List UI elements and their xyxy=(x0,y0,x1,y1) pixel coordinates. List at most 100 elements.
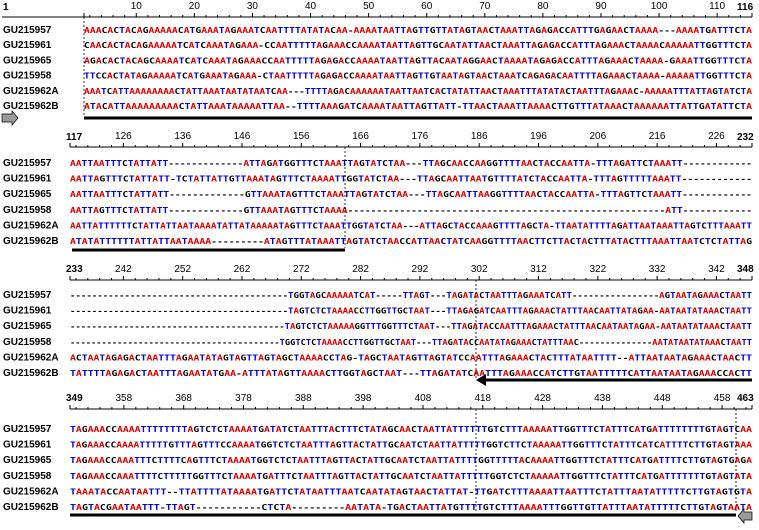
sequence-text: TAGTACGAA TAA TTT -TT AGT----------- CTCTA---… xyxy=(70,503,752,512)
ruler-tick-label: 428 xyxy=(534,393,551,404)
block-1-tick-labels: 10 20 30 40 50 60 70 80 90 100 110 xyxy=(83,1,753,17)
sequence-label: GU215962A xyxy=(3,352,59,363)
block-4-end-number: 463 xyxy=(737,393,754,404)
block-4-tick-labels: 358 368 378 388 398 408 418 428 438 448 458 xyxy=(69,393,753,409)
sequence-label: GU215958 xyxy=(3,205,52,216)
ruler-tick-label: 100 xyxy=(651,1,668,12)
sequence-text: ATATATTTTTT ATT ATT AA TAAAA --------- ATAGTTT… xyxy=(70,237,752,246)
ruler-tick-label: 146 xyxy=(234,131,251,142)
ruler-tick-label: 312 xyxy=(530,264,547,275)
ruler-tick-label: 252 xyxy=(174,264,191,275)
block-2-tick-labels: 126 136 146 156 166 176 186 196 206 216 226 xyxy=(69,131,753,147)
sequence-text: ----------------------------------------… xyxy=(70,291,752,300)
sequence-text: ----------------------------------------… xyxy=(70,322,752,331)
alignment-block-3: 233 348 242 252 262 272 282 292 302 312 322 332 34… xyxy=(3,264,754,386)
ruler-tick-label: 388 xyxy=(295,393,312,404)
sequence-label: GU215962B xyxy=(3,368,59,379)
block-3-tick-labels: 242 252 262 272 282 292 302 312 322 332 342 xyxy=(69,264,753,280)
ruler-tick-label: 438 xyxy=(594,393,611,404)
sequence-text: ACTAA TAGAGACTAA TTT AGAA TATAGTAGTT AGTAGCTA… xyxy=(70,353,752,362)
sequence-label: GU215958 xyxy=(3,71,52,82)
sequence-label: GU215961 xyxy=(3,40,52,51)
block-3-start-number: 233 xyxy=(66,264,83,275)
sequence-text: TAGAAA CC AAA TTTT CTTTTT GG TTT CTAAAA TGATTT CT… xyxy=(70,472,752,481)
block-2-start-number: 117 xyxy=(66,132,83,143)
sequence-label: GU215957 xyxy=(3,25,52,36)
block-1-end-number: 116 xyxy=(737,2,754,13)
sequence-label: GU215965 xyxy=(3,189,52,200)
ruler-tick-label: 110 xyxy=(709,1,725,12)
block-4-start-number: 349 xyxy=(66,393,83,404)
sequence-label: GU215962B xyxy=(3,236,59,247)
block-4-rows: GU215957 TAGAAA CC AAAA TTTTTTTT AGTCTCTAAAA T… xyxy=(3,424,752,513)
ruler-tick-label: 342 xyxy=(708,264,725,275)
right-arrow-icon xyxy=(1,110,19,126)
sequence-label: GU215962A xyxy=(3,220,59,231)
alignment-block-1: 1 116 10 20 30 40 50 60 70 80 90 100 110 GU215957 A… xyxy=(1,1,754,126)
ruler-tick-label: 166 xyxy=(352,131,369,142)
ruler-tick-label: 262 xyxy=(234,264,251,275)
ruler-tick-label: 332 xyxy=(649,264,666,275)
sequence-text: TAGAAA CC AAAA TTTTTTTT AGTCTCTAAAA TGATATCTA… xyxy=(70,425,752,434)
sequence-text: TAGAAA CC AAA TTT CTTTT CAGTTT CTAAAA TGG TCTCTA… xyxy=(70,456,752,465)
sequence-label: GU215957 xyxy=(3,290,52,301)
left-arrow-icon xyxy=(737,508,753,524)
ruler-tick-label: 378 xyxy=(235,393,252,404)
sequence-label: GU215965 xyxy=(3,55,52,66)
ruler-tick-label: 448 xyxy=(654,393,671,404)
sequence-text: CAA CACTACAGAAAAA TCATCAAA TAGAAA -CC AA TTTTT… xyxy=(84,41,752,50)
sequence-text: TATTTT AGAGACTAA TTT AGAA TATGAA -ATTT ATAGTT A… xyxy=(70,369,752,378)
sequence-label: GU215957 xyxy=(3,424,52,435)
sequence-text: AA TT ATTTTTT CTATT ATT AA TAAAA TATT ATAAAAA TAG… xyxy=(70,221,752,230)
alignment-block-2: 117 232 126 136 146 156 166 176 186 196 206 216 22… xyxy=(3,131,754,252)
block-1-start-number: 1 xyxy=(3,2,9,13)
sequence-text: ----------------------------------------… xyxy=(70,338,752,347)
sequence-label: GU215965 xyxy=(3,455,52,466)
ruler-tick-label: 322 xyxy=(589,264,606,275)
ruler-tick-label: 226 xyxy=(708,131,725,142)
sequence-text: TT CC ACTATAGAAAAA TCATGAAA TAGAAA -CTAA TTTTT… xyxy=(84,72,752,81)
block-3-rows: GU215957 --------------------------------… xyxy=(3,290,752,379)
ruler-tick-label: 302 xyxy=(471,264,488,275)
ruler-tick-label: 358 xyxy=(115,393,132,404)
ruler-tick-label: 10 xyxy=(131,1,143,12)
ruler-tick-label: 418 xyxy=(474,393,491,404)
sequence-text: AAA TCATT AAAAAAAA CTATT AAA TAA TATAA TCAA --- T… xyxy=(84,87,752,96)
ruler-tick-label: 408 xyxy=(415,393,432,404)
sequence-text: TAAA TACC AA TAA TTT -- TT ATTTT ATAAAA TGATT CTAT… xyxy=(70,487,752,496)
ruler-tick-label: 90 xyxy=(595,1,607,12)
block-1-rows: GU215957 AAA CACTACAGAAAAA CATGAAA TAGAAA TCA… xyxy=(3,25,752,112)
ruler-tick-label: 80 xyxy=(537,1,549,12)
sequence-label: GU215961 xyxy=(3,174,52,185)
sequence-text: ATACATT AAAAAAAAA CTATT AAA TAAAAA TT AA -- TTTT… xyxy=(84,102,752,111)
sequence-label: GU215962A xyxy=(3,86,59,97)
sequence-label: GU215958 xyxy=(3,471,52,482)
ruler-tick-label: 206 xyxy=(589,131,606,142)
sequence-text: AA TT AGTTT CTATT ATT ------------- GTT AAA TAGT… xyxy=(70,206,752,215)
ruler-tick-label: 196 xyxy=(530,131,547,142)
sequence-label: GU215965 xyxy=(3,321,52,332)
sequence-text: AA TT AGTTT CTATT ATT -TCTATT ATT GTT AAA TAGTTT C… xyxy=(70,175,752,184)
ruler-tick-label: 20 xyxy=(189,1,201,12)
ruler-tick-label: 60 xyxy=(421,1,433,12)
sequence-label: GU215958 xyxy=(3,337,52,348)
ruler-tick-label: 70 xyxy=(479,1,491,12)
ruler-tick-label: 458 xyxy=(714,393,731,404)
sequence-label: GU215957 xyxy=(3,158,52,169)
sequence-text: ----------------------------------------… xyxy=(70,307,752,316)
ruler-tick-label: 398 xyxy=(355,393,372,404)
left-arrow-head-icon xyxy=(476,374,486,386)
ruler-tick-label: 126 xyxy=(115,131,132,142)
sequence-text: TAGAAA CC AAAA TTTTT GTTT AGTTT CC AAAA TGG TCTCT… xyxy=(70,441,752,450)
sequence-label: GU215962B xyxy=(3,502,59,513)
ruler-tick-label: 40 xyxy=(305,1,317,12)
sequence-text: AGACACTACAGCAAAA TCATCAAA TAGAAA CC AA TTTTT A… xyxy=(84,56,752,65)
ruler-tick-label: 136 xyxy=(174,131,191,142)
ruler-tick-label: 368 xyxy=(175,393,192,404)
sequence-label: GU215962B xyxy=(3,101,59,112)
ruler-tick-label: 282 xyxy=(352,264,369,275)
sequence-label: GU215961 xyxy=(3,440,52,451)
ruler-tick-label: 186 xyxy=(471,131,488,142)
block-2-end-number: 232 xyxy=(737,132,754,143)
